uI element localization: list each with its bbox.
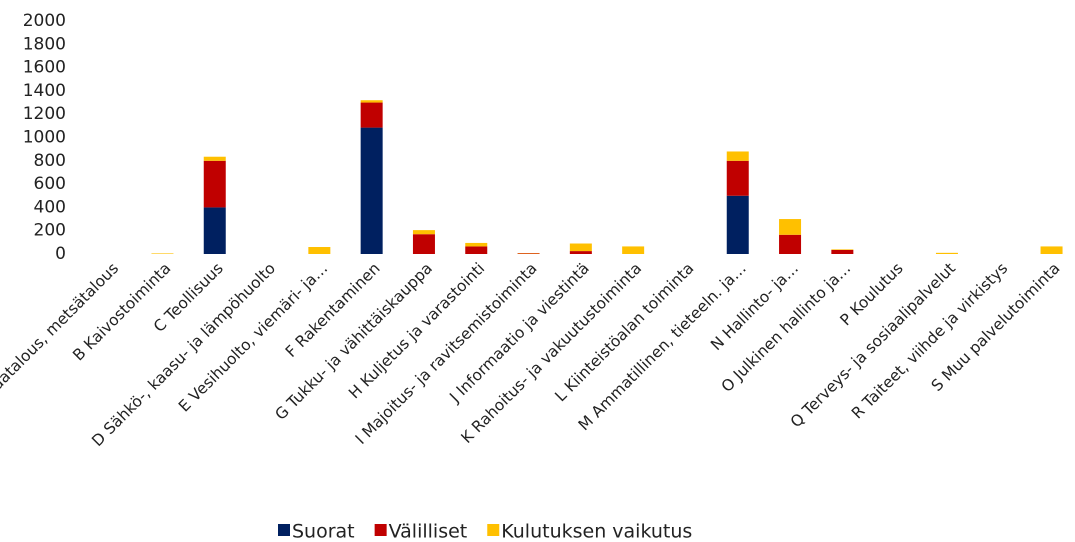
legend-swatch [374,524,387,536]
bar-segment [151,253,174,254]
bar-segment [360,102,383,128]
y-tick-label: 1200 [23,104,66,124]
bar-segment [517,253,540,254]
bar-segment [569,243,592,252]
y-tick-label: 1000 [23,128,66,148]
y-tick-label: 2000 [23,11,66,31]
x-tick-label: B Kaivostoiminta [69,259,174,364]
bar-segment [726,151,749,161]
y-tick-label: 1800 [23,34,66,54]
legend-label: Välilliset [389,521,468,542]
legend-label: Kulutuksen vaikutus [501,521,692,542]
legend-swatch [278,524,290,536]
bar-segment [308,247,331,254]
y-tick-label: 1400 [23,81,66,101]
bar-segment [465,246,488,254]
bar-segment [779,234,802,254]
y-tick-label: 1600 [23,58,66,78]
bar-segment [203,156,226,161]
bar-segment [412,234,435,254]
bar-segment [412,230,435,235]
bar-segment [622,246,645,254]
x-tick-label: D Sähkö-, kaasu- ja lämpöhuolto [88,259,279,450]
x-tick-label: F Rakentaminen [282,259,384,361]
legend-label: Suorat [292,521,355,542]
bar-segment [360,127,383,254]
bar-segment [203,207,226,254]
y-tick-label: 400 [34,197,66,217]
y-tick-label: 200 [34,221,66,241]
bar-segment [726,195,749,254]
y-tick-label: 0 [55,244,66,264]
bar-segment [831,249,854,250]
bar-segment [1040,246,1063,254]
bar-segment [726,160,749,196]
bar-segment [569,251,592,254]
bar-segment [360,100,383,103]
y-tick-label: 600 [34,174,66,194]
y-tick-label: 800 [34,151,66,171]
bar-segment [831,249,854,254]
bar-segment [203,160,226,208]
legend-swatch [487,524,500,536]
bar-segment [779,219,802,235]
bar-segment [465,242,488,247]
bar-segment [935,252,958,254]
